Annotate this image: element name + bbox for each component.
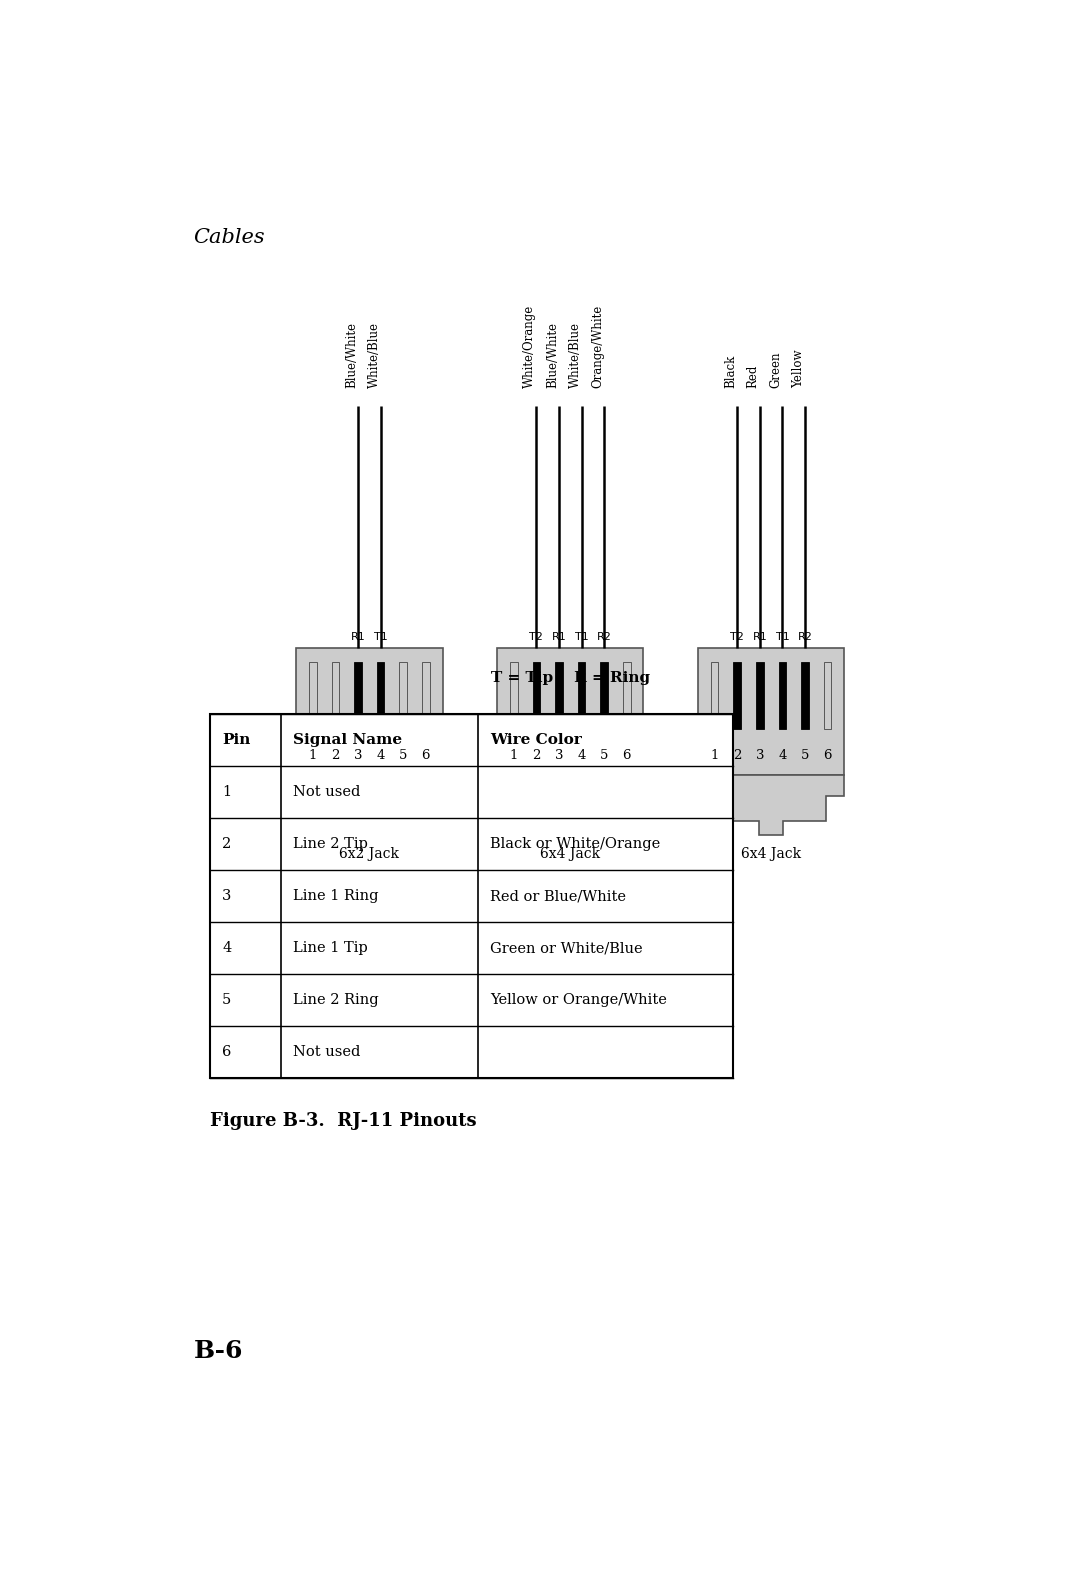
Text: 1: 1 <box>222 785 231 799</box>
Text: Line 2 Tip: Line 2 Tip <box>293 837 368 851</box>
Bar <box>824 663 832 728</box>
Text: 4: 4 <box>578 749 585 761</box>
Bar <box>400 663 407 728</box>
Text: 1: 1 <box>510 749 518 761</box>
Text: T2: T2 <box>730 631 744 642</box>
Text: 5: 5 <box>600 749 608 761</box>
Text: Yellow or Orange/White: Yellow or Orange/White <box>490 994 666 1008</box>
Text: Line 1 Tip: Line 1 Tip <box>293 940 368 955</box>
Text: 6x4 Jack: 6x4 Jack <box>741 848 801 862</box>
Text: White/Blue: White/Blue <box>568 322 581 388</box>
Text: 3: 3 <box>555 749 563 761</box>
Text: Not used: Not used <box>293 785 361 799</box>
Text: Green or White/Blue: Green or White/Blue <box>490 940 643 955</box>
Text: R1: R1 <box>351 631 365 642</box>
Text: T1: T1 <box>575 631 589 642</box>
Text: 3: 3 <box>354 749 362 761</box>
Bar <box>555 663 563 728</box>
Text: 2: 2 <box>222 837 231 851</box>
Text: T1: T1 <box>775 631 789 642</box>
Text: 1: 1 <box>711 749 719 761</box>
Text: White/Blue: White/Blue <box>367 322 380 388</box>
Bar <box>600 663 608 728</box>
Text: Figure B-3.  RJ-11 Pinouts: Figure B-3. RJ-11 Pinouts <box>211 1112 477 1130</box>
Bar <box>801 663 809 728</box>
Bar <box>296 648 443 774</box>
Text: 4: 4 <box>779 749 786 761</box>
Text: 1: 1 <box>309 749 318 761</box>
Text: 3: 3 <box>756 749 764 761</box>
Text: Cables: Cables <box>193 228 266 248</box>
Text: R1: R1 <box>552 631 566 642</box>
Text: Green: Green <box>769 352 782 388</box>
Bar <box>698 648 845 774</box>
Text: T = Tip    R = Ring: T = Tip R = Ring <box>490 670 650 685</box>
Text: 6: 6 <box>421 749 430 761</box>
Bar <box>756 663 764 728</box>
Text: 5: 5 <box>222 994 231 1008</box>
Text: 5: 5 <box>400 749 407 761</box>
Bar <box>497 648 644 774</box>
Text: R1: R1 <box>753 631 767 642</box>
Text: White/Orange: White/Orange <box>524 305 537 388</box>
Text: 5: 5 <box>801 749 809 761</box>
Text: 2: 2 <box>532 749 540 761</box>
Text: Blue/White: Blue/White <box>346 322 359 388</box>
Text: 4: 4 <box>377 749 384 761</box>
Text: 6x2 Jack: 6x2 Jack <box>339 848 400 862</box>
Text: Line 2 Ring: Line 2 Ring <box>293 994 379 1008</box>
Text: Wire Color: Wire Color <box>490 733 582 747</box>
Polygon shape <box>497 774 644 835</box>
Bar <box>532 663 540 728</box>
Bar <box>733 663 741 728</box>
Bar <box>623 663 631 728</box>
Text: T2: T2 <box>529 631 543 642</box>
Text: B-6: B-6 <box>193 1339 243 1363</box>
Bar <box>332 663 339 728</box>
Text: 3: 3 <box>222 889 231 903</box>
Text: R2: R2 <box>597 631 611 642</box>
Bar <box>578 663 585 728</box>
Text: 2: 2 <box>332 749 339 761</box>
Text: Black or White/Orange: Black or White/Orange <box>490 837 660 851</box>
Text: Pin: Pin <box>222 733 251 747</box>
Bar <box>354 663 362 728</box>
Text: 6x4 Jack: 6x4 Jack <box>540 848 600 862</box>
Text: 6: 6 <box>823 749 832 761</box>
Text: 2: 2 <box>733 749 741 761</box>
Bar <box>309 663 316 728</box>
Text: Black: Black <box>725 355 738 388</box>
Text: Orange/White: Orange/White <box>591 305 604 388</box>
Text: Red: Red <box>747 364 760 388</box>
Text: 6: 6 <box>622 749 631 761</box>
Text: Signal Name: Signal Name <box>293 733 403 747</box>
Text: 6: 6 <box>222 1046 231 1060</box>
Bar <box>779 663 786 728</box>
Text: Yellow: Yellow <box>792 350 805 388</box>
Polygon shape <box>698 774 845 835</box>
Bar <box>211 714 733 1079</box>
Text: Blue/White: Blue/White <box>546 322 559 388</box>
Text: Red or Blue/White: Red or Blue/White <box>490 889 626 903</box>
Bar <box>510 663 517 728</box>
Polygon shape <box>296 774 443 835</box>
Bar <box>422 663 430 728</box>
Bar <box>711 663 718 728</box>
Text: T1: T1 <box>374 631 388 642</box>
Text: 4: 4 <box>222 940 231 955</box>
Text: Line 1 Ring: Line 1 Ring <box>293 889 379 903</box>
Text: R2: R2 <box>798 631 812 642</box>
Text: Not used: Not used <box>293 1046 361 1060</box>
Bar <box>377 663 384 728</box>
